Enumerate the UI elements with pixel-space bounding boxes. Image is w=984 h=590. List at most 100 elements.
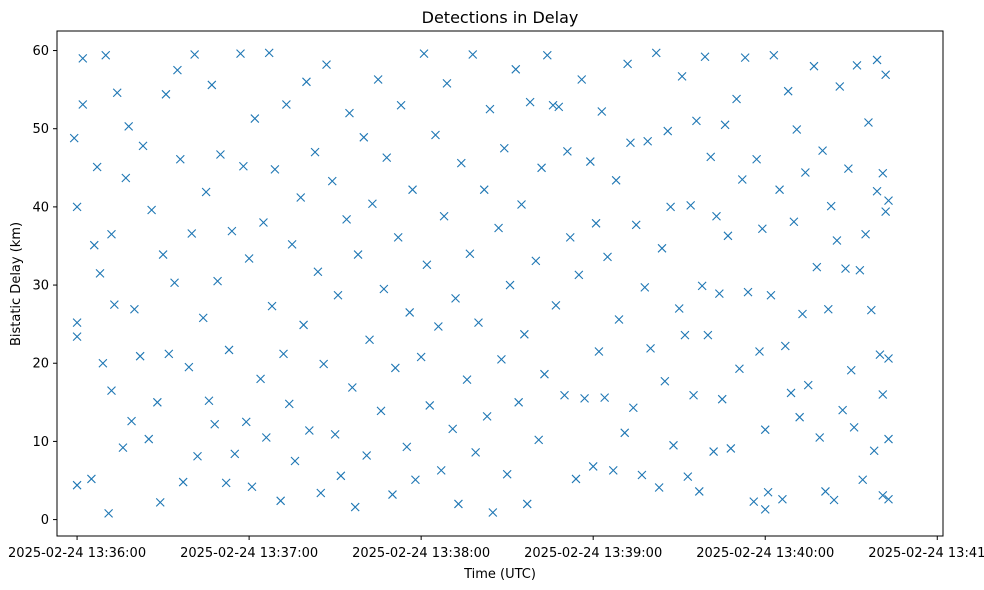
data-point: [462, 375, 472, 385]
data-point: [474, 318, 483, 327]
data-point: [359, 132, 369, 142]
data-point: [514, 397, 524, 407]
data-point: [267, 301, 277, 311]
data-point: [250, 114, 260, 123]
data-point: [821, 487, 830, 496]
data-point: [562, 146, 572, 156]
data-point: [210, 419, 220, 429]
data-point: [780, 341, 790, 351]
data-point: [643, 136, 653, 146]
data-point: [657, 243, 667, 253]
data-point: [640, 283, 650, 292]
data-point: [594, 347, 604, 356]
data-point: [144, 434, 154, 444]
data-point: [861, 229, 870, 239]
data-point: [832, 236, 842, 245]
data-point: [826, 201, 836, 211]
data-point: [694, 487, 704, 496]
data-point: [310, 147, 320, 157]
data-point: [207, 80, 217, 90]
data-point: [270, 164, 280, 174]
data-point: [577, 75, 587, 84]
data-point: [259, 218, 268, 227]
y-tick-label: 10: [32, 435, 49, 450]
data-point: [522, 499, 532, 509]
data-point: [760, 425, 770, 435]
data-point: [757, 224, 767, 234]
data-point: [216, 150, 225, 159]
data-point: [158, 250, 168, 259]
data-point: [849, 422, 859, 432]
data-point: [815, 433, 825, 442]
data-point: [224, 345, 234, 355]
data-point: [499, 143, 509, 153]
data-point: [72, 318, 82, 327]
data-point: [571, 474, 581, 484]
data-point: [198, 313, 208, 323]
data-point: [121, 173, 131, 183]
data-point: [213, 276, 222, 286]
data-point: [78, 53, 88, 63]
data-point: [677, 71, 687, 81]
data-point: [72, 480, 82, 490]
data-point: [803, 380, 813, 390]
data-point: [737, 175, 747, 184]
y-tick-label: 50: [32, 122, 49, 137]
data-point: [416, 352, 426, 362]
data-point: [479, 185, 489, 195]
x-tick-label: 2025-02-24 13:37:00: [180, 546, 318, 561]
data-point: [517, 200, 526, 209]
data-point: [112, 88, 122, 98]
data-point: [884, 354, 893, 363]
data-point: [686, 200, 696, 210]
data-point: [858, 475, 868, 485]
data-point: [238, 161, 248, 171]
data-point: [866, 305, 876, 315]
data-point: [482, 412, 492, 421]
data-point: [333, 290, 343, 300]
data-point: [714, 289, 724, 299]
data-point: [368, 199, 377, 209]
data-point: [548, 100, 558, 110]
data-point: [597, 107, 607, 116]
data-point: [800, 168, 810, 177]
data-point: [792, 125, 802, 134]
data-point: [322, 60, 331, 70]
data-point: [823, 304, 833, 314]
x-tick-label: 2025-02-24 13:36:00: [8, 546, 146, 561]
data-point: [875, 350, 885, 360]
data-point: [193, 451, 202, 461]
data-point: [717, 394, 727, 404]
data-point: [846, 365, 856, 375]
y-tick-label: 20: [32, 357, 49, 372]
data-point: [256, 374, 265, 384]
data-point: [591, 218, 601, 228]
data-point: [809, 61, 819, 71]
data-point: [628, 403, 638, 413]
data-point: [178, 477, 188, 487]
data-point: [261, 433, 271, 442]
data-point: [296, 193, 306, 202]
data-point: [537, 163, 546, 173]
plot-frame: [56, 30, 944, 537]
data-point: [560, 390, 569, 400]
data-point: [519, 329, 529, 339]
data-point: [783, 86, 793, 96]
data-point: [769, 50, 779, 60]
data-point: [347, 383, 357, 392]
data-point: [700, 52, 710, 62]
data-point: [760, 505, 770, 514]
data-point: [666, 202, 675, 212]
data-point: [881, 207, 891, 216]
data-point: [304, 426, 314, 435]
data-point: [244, 254, 254, 263]
data-point: [221, 478, 231, 488]
data-point: [69, 133, 79, 143]
data-point: [287, 240, 297, 249]
data-point: [654, 483, 664, 492]
data-point: [608, 465, 618, 475]
data-point: [330, 429, 340, 439]
data-point: [843, 164, 853, 173]
data-point: [98, 358, 108, 368]
x-tick-label: 2025-02-24 13:41:00: [868, 546, 984, 561]
